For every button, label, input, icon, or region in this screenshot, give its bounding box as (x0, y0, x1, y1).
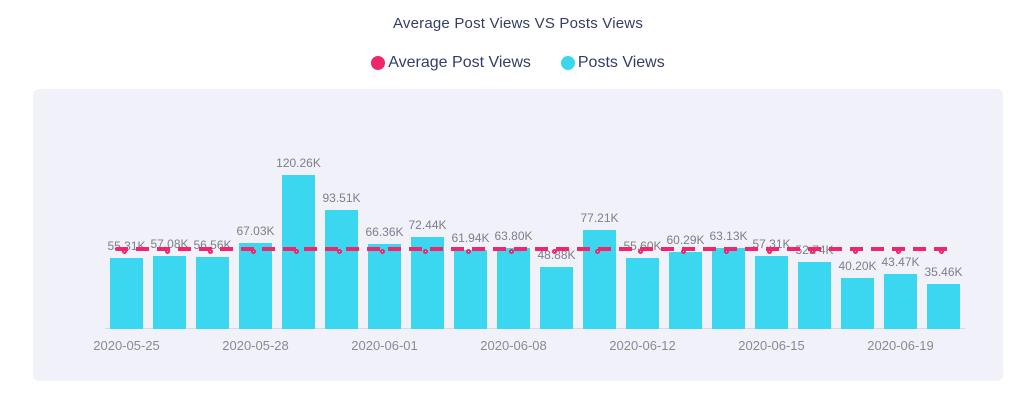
bar[interactable] (153, 256, 186, 329)
legend-label-average-post-views: Average Post Views (388, 54, 531, 71)
x-axis-line (105, 328, 965, 329)
average-point-marker[interactable] (165, 248, 170, 254)
bar-chart-plot: 55.31K 57.08K 56.56K 67.03K 120.26K 93.51K 66.… (93, 89, 965, 353)
bar[interactable] (712, 248, 745, 329)
average-point-marker[interactable] (681, 248, 686, 254)
bar[interactable] (497, 248, 530, 329)
average-point-marker[interactable] (122, 248, 127, 254)
bar-value-label: 61.94K (451, 231, 490, 245)
bar-value-label: 77.21K (580, 211, 619, 225)
average-point-marker[interactable] (552, 248, 557, 254)
bar-value-label: 60.29K (666, 233, 705, 247)
x-axis-label: 2020-06-01 (351, 338, 418, 353)
average-point-marker[interactable] (595, 248, 600, 254)
bar-value-label: 40.20K (838, 259, 877, 273)
bar[interactable] (540, 267, 573, 329)
bar[interactable] (325, 210, 358, 329)
average-point-marker[interactable] (380, 248, 385, 254)
bar[interactable] (841, 278, 874, 329)
bar-value-label: 72.44K (408, 218, 447, 232)
legend-marker-average-post-views (371, 56, 386, 70)
bar[interactable] (927, 284, 960, 329)
bar[interactable] (626, 258, 659, 329)
average-point-marker[interactable] (509, 248, 514, 254)
average-point-marker[interactable] (853, 248, 858, 254)
average-point-marker[interactable] (767, 248, 772, 254)
chart-title: Average Post Views VS Posts Views (392, 15, 644, 32)
x-axis-label: 2020-06-19 (867, 338, 934, 353)
bar[interactable] (884, 274, 917, 329)
x-axis-label: 2020-06-15 (738, 338, 805, 353)
average-point-marker[interactable] (208, 248, 213, 254)
bar-value-label: 48.88K (537, 248, 576, 262)
bar-value-label: 43.47K (881, 255, 920, 269)
average-point-marker[interactable] (466, 248, 471, 254)
bar-value-label: 66.36K (365, 225, 404, 239)
bar-value-label: 93.51K (322, 191, 361, 205)
post-views-analytics-page: Average Post Views VS Posts Views Averag… (0, 15, 1036, 381)
average-point-marker[interactable] (810, 248, 815, 254)
legend-item-average-post-views[interactable]: Average Post Views (371, 54, 531, 72)
average-line (115, 247, 955, 252)
x-axis-label: 2020-05-28 (222, 338, 289, 353)
average-point-marker[interactable] (337, 248, 342, 254)
bar-value-label: 63.80K (494, 229, 533, 243)
bar[interactable] (755, 256, 788, 329)
average-point-marker[interactable] (294, 248, 299, 254)
chart-panel: 55.31K 57.08K 56.56K 67.03K 120.26K 93.51K 66.… (33, 89, 1003, 381)
x-axis-label: 2020-06-08 (480, 338, 547, 353)
bar-value-label: 120.26K (276, 156, 321, 170)
legend-item-posts-views[interactable]: Posts Views (560, 54, 665, 72)
bar[interactable] (583, 230, 616, 329)
bar[interactable] (669, 252, 702, 329)
average-point-marker[interactable] (638, 248, 643, 254)
bar-value-label: 35.46K (924, 265, 963, 279)
average-point-marker[interactable] (423, 248, 428, 254)
bar[interactable] (196, 257, 229, 329)
bar-value-label: 63.13K (709, 229, 748, 243)
legend-marker-posts-views (560, 56, 575, 70)
average-point-marker[interactable] (251, 248, 256, 254)
average-point-marker[interactable] (724, 248, 729, 254)
bar[interactable] (798, 262, 831, 329)
legend-label-posts-views: Posts Views (577, 54, 665, 71)
bar[interactable] (454, 250, 487, 329)
bar-value-label: 67.03K (236, 224, 275, 238)
x-axis-label: 2020-05-25 (93, 338, 160, 353)
average-point-marker[interactable] (939, 248, 944, 254)
bar[interactable] (110, 258, 143, 329)
average-point-marker[interactable] (896, 248, 901, 254)
bar[interactable] (239, 243, 272, 329)
chart-legend: Average Post Views Posts Views (0, 54, 1036, 72)
bar[interactable] (368, 244, 401, 329)
x-axis-label: 2020-06-12 (609, 338, 676, 353)
